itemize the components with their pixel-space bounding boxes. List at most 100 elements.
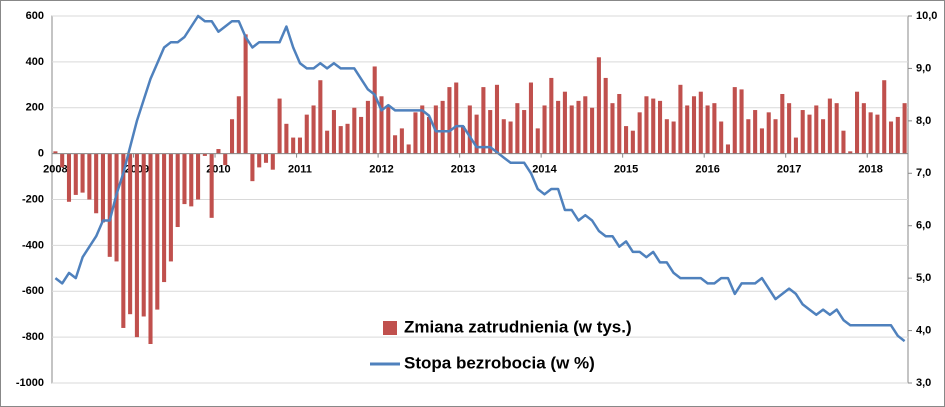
bar	[454, 82, 459, 154]
bar	[671, 121, 676, 154]
x-tick-label: 2013	[451, 164, 475, 176]
bar	[617, 93, 622, 154]
x-tick-label: 2018	[858, 164, 882, 176]
bar	[80, 153, 85, 193]
y-tick-label: -400	[22, 239, 44, 251]
line	[54, 14, 906, 343]
bar	[223, 153, 228, 166]
bar	[155, 153, 160, 310]
bar	[664, 119, 669, 154]
bar	[386, 105, 391, 154]
bar	[175, 153, 180, 228]
bar	[630, 130, 635, 154]
bar	[834, 103, 839, 154]
bar	[73, 153, 78, 195]
bar	[440, 100, 445, 154]
bar	[182, 153, 187, 205]
legend-label: Stopa bezrobocia (w %)	[404, 353, 595, 372]
bar	[542, 105, 547, 154]
x-tick-label: 2011	[288, 164, 312, 176]
bar	[257, 153, 262, 168]
bar	[882, 80, 887, 154]
bar	[644, 96, 649, 154]
bar	[270, 153, 275, 170]
bar	[114, 153, 119, 262]
bar	[121, 153, 126, 328]
bar	[460, 126, 466, 154]
bar	[66, 153, 72, 202]
bar	[291, 137, 296, 154]
y-tick-label: -200	[22, 193, 44, 205]
bar	[393, 135, 398, 154]
bar	[596, 57, 601, 154]
bar	[725, 144, 731, 154]
bar	[651, 98, 656, 154]
x-tick-label: 2015	[614, 164, 638, 176]
bar	[494, 84, 500, 154]
bar	[447, 87, 452, 154]
bar	[325, 130, 330, 154]
bar	[868, 112, 873, 154]
bar	[406, 144, 411, 154]
bar	[515, 103, 520, 154]
bar	[759, 128, 764, 154]
bar	[148, 153, 153, 345]
bar	[895, 116, 900, 154]
bar	[263, 153, 269, 163]
bar	[528, 82, 533, 154]
bar	[372, 66, 377, 154]
y2-tick-label: 10,0	[916, 10, 937, 22]
bar	[107, 153, 112, 257]
bar	[902, 103, 907, 154]
y-tick-label: 0	[38, 148, 44, 160]
bar	[467, 105, 472, 154]
bar	[216, 149, 221, 154]
bar	[331, 110, 336, 154]
bar	[787, 103, 792, 154]
y-tick-label: 400	[26, 56, 44, 68]
bar	[637, 112, 642, 154]
bar	[821, 119, 826, 154]
bar	[712, 103, 717, 154]
y2-tick-label: 8,0	[916, 115, 931, 127]
bar	[855, 91, 860, 154]
bar	[481, 87, 486, 154]
bar	[698, 91, 703, 154]
bar	[753, 110, 758, 154]
bar	[311, 105, 316, 154]
bar	[691, 96, 697, 154]
bar	[189, 153, 194, 207]
bar	[624, 126, 629, 154]
bar	[196, 153, 201, 200]
bar	[556, 100, 561, 154]
bar	[162, 153, 167, 283]
y2-tick-label: 7,0	[916, 167, 931, 179]
bar	[359, 116, 364, 154]
x-tick-label: 2016	[695, 164, 719, 176]
y2-tick-label: 5,0	[916, 272, 931, 284]
y2-tick-label: 4,0	[916, 324, 931, 336]
bar	[202, 153, 207, 156]
bar	[590, 107, 595, 154]
bar	[304, 114, 309, 154]
bar	[318, 80, 323, 154]
bar	[583, 96, 588, 154]
y-tick-label: -600	[22, 285, 44, 297]
legend-label: Zmiana zatrudnienia (w tys.)	[404, 317, 632, 336]
bar	[841, 130, 846, 154]
bar	[569, 105, 574, 154]
bar	[685, 105, 690, 154]
bar	[807, 114, 812, 154]
bar	[420, 105, 425, 154]
bar	[827, 98, 832, 154]
bar	[284, 123, 289, 154]
y-tick-label: -1000	[16, 377, 44, 389]
y2-tick-label: 3,0	[916, 377, 931, 389]
bar	[549, 77, 554, 154]
bar	[474, 114, 479, 154]
bar	[94, 153, 99, 214]
bar	[399, 128, 404, 154]
bar	[338, 126, 343, 154]
bar	[209, 153, 214, 218]
